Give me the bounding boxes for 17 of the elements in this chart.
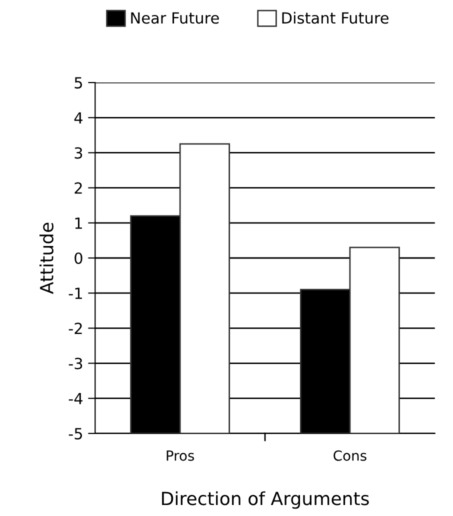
y-tick-label: 5 xyxy=(74,77,82,89)
y-tick-label: -4 xyxy=(68,393,82,404)
y-tick-label: -2 xyxy=(68,322,82,334)
y-tick-label: 0 xyxy=(74,252,82,264)
y-tick-label: 1 xyxy=(75,218,82,229)
legend-label: Near Future xyxy=(131,12,219,24)
y-tick-label: 3 xyxy=(74,147,82,159)
y-tick-label: -3 xyxy=(68,358,82,370)
y-tick-label: -1 xyxy=(68,288,82,299)
y-tick-label: 4 xyxy=(74,112,82,124)
y-tick-label: -5 xyxy=(68,428,82,440)
y-tick-label: 2 xyxy=(74,182,82,194)
x-axis-title: Direction of Arguments xyxy=(162,491,369,509)
legend-label: Distant Future xyxy=(282,12,388,24)
y-axis-title: Attitude xyxy=(40,222,54,294)
x-tick-label: Cons xyxy=(334,450,366,461)
x-tick-label: Pros xyxy=(166,450,194,461)
